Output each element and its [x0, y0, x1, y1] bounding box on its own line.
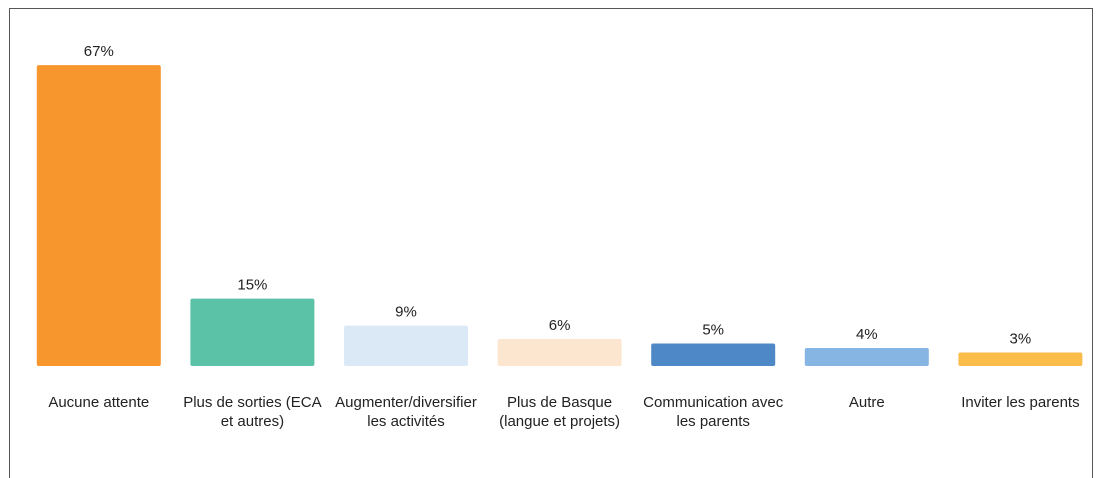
bar — [497, 339, 622, 366]
frame — [9, 8, 1093, 478]
x-tick-label: Augmenter/diversifier les activités — [335, 394, 477, 430]
value-label: 6% — [549, 317, 571, 334]
bar — [958, 352, 1083, 366]
value-label: 9% — [395, 304, 417, 321]
bar — [651, 343, 776, 366]
bar — [344, 325, 468, 366]
x-tick-label: Autre — [848, 394, 885, 411]
bar — [804, 348, 929, 366]
x-tick-label: Communication avec les parents — [643, 394, 784, 430]
value-label: 15% — [237, 277, 267, 294]
bar — [190, 298, 315, 366]
x-tick-label: Plus de Basque (langue et projets) — [499, 394, 621, 430]
x-tick-label: Aucune attente — [48, 394, 150, 411]
value-label: 4% — [856, 326, 878, 343]
x-tick-label: Plus de sorties (ECA et autres) — [183, 394, 322, 430]
x-tick-label: Inviter les parents — [961, 394, 1080, 411]
value-label: 67% — [84, 43, 114, 60]
value-label: 3% — [1010, 331, 1032, 348]
bar — [36, 65, 161, 367]
value-label: 5% — [702, 322, 724, 339]
